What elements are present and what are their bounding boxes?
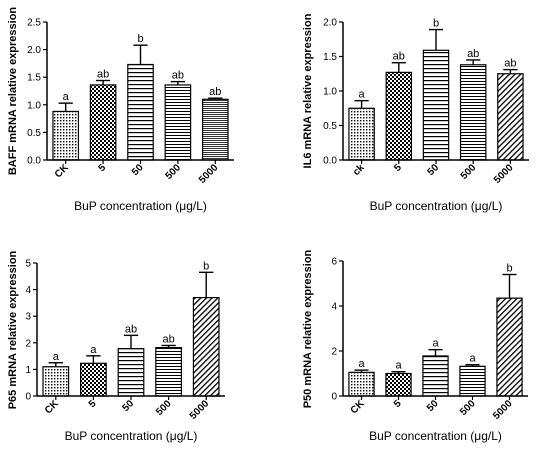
y-axis-title: P65 mRNA relative expression: [7, 250, 19, 409]
significance-label: ab: [172, 70, 184, 82]
bar-50: [117, 348, 145, 397]
significance-label: a: [359, 89, 366, 101]
x-axis-title: BuP concentration (μg/L): [370, 199, 503, 213]
bar-5: [89, 84, 117, 161]
significance-label: ab: [125, 323, 137, 335]
bar-ck: [348, 107, 375, 161]
y-tick-label: 1: [25, 365, 31, 376]
bar-5: [80, 362, 107, 397]
bar-CK: [42, 366, 70, 397]
y-tick-label: 2: [331, 347, 337, 358]
x-tick-label: 5000: [188, 398, 212, 422]
y-tick-label: 0.5: [323, 121, 337, 132]
y-tick-label: 2.0: [323, 18, 337, 29]
bar-5000: [192, 296, 220, 397]
bar-5000: [496, 297, 523, 397]
significance-label: ab: [467, 48, 479, 60]
significance-label: a: [90, 344, 97, 356]
bar-500: [459, 365, 486, 397]
significance-label: ab: [393, 51, 405, 63]
x-tick-label: 500: [154, 398, 174, 418]
y-tick-label: 3: [25, 312, 31, 323]
y-tick-label: 1.5: [27, 73, 41, 84]
y-tick-label: 2.5: [27, 18, 41, 29]
y-tick-label: 0.5: [27, 128, 41, 139]
x-tick-label: CK: [43, 398, 62, 417]
chart-panel-2: IL6 mRNA relative expression 0.0 0.5 1.0 1.5…: [302, 13, 529, 213]
x-tick-label: 500: [458, 398, 478, 418]
significance-label: ab: [97, 69, 109, 81]
significance-label: a: [432, 338, 439, 350]
bar-50: [127, 63, 154, 161]
bar-CK: [348, 371, 375, 397]
bar-500: [155, 346, 182, 397]
y-tick-label: 1.0: [27, 100, 41, 111]
bar-50: [422, 49, 450, 161]
bar-CK: [52, 110, 80, 161]
x-tick-label: 50: [130, 162, 146, 178]
y-tick-label: 1.5: [323, 52, 337, 63]
x-axis-title: BuP concentration (μg/L): [65, 429, 198, 443]
chart-panel-1: BAFF mRNA relative expression 0.0 0.5 1.0 1.…: [7, 7, 234, 213]
x-tick-label: 500: [163, 162, 183, 182]
significance-label: a: [358, 358, 365, 370]
y-tick-label: 2: [25, 338, 31, 349]
y-axis-title: P50 mRNA relative expression: [302, 249, 314, 408]
significance-label: a: [469, 353, 476, 365]
x-tick-label: CK: [53, 162, 72, 181]
y-tick-label: 5: [25, 259, 31, 270]
x-tick-label: 5000: [197, 162, 221, 186]
significance-label: a: [53, 351, 60, 363]
significance-label: ab: [162, 333, 174, 345]
y-tick-label: 4: [331, 302, 337, 313]
chart-panel-4: P50 mRNA relative expression 0246aCKa5a50…: [302, 249, 528, 443]
significance-label: b: [433, 18, 439, 30]
x-tick-label: 50: [120, 398, 136, 414]
significance-label: ab: [504, 58, 516, 70]
y-tick-label: 2.0: [27, 45, 41, 56]
x-tick-label: 50: [425, 398, 441, 414]
y-tick-label: 0.0: [27, 156, 41, 167]
x-tick-label: CK: [349, 398, 368, 417]
bar-5: [385, 372, 412, 397]
x-tick-label: ck: [351, 162, 367, 178]
bar-5: [385, 71, 413, 161]
y-axis-title: IL6 mRNA relative expression: [302, 13, 314, 168]
bar-50: [422, 355, 449, 397]
y-tick-label: 0.0: [323, 156, 337, 167]
x-tick-label: 50: [425, 162, 441, 178]
significance-label: b: [506, 263, 512, 275]
y-tick-label: 0: [25, 392, 31, 403]
significance-label: a: [63, 91, 70, 103]
bar-5000: [497, 73, 524, 161]
bar-5000: [201, 98, 229, 161]
bar-500: [459, 64, 487, 161]
significance-label: b: [203, 260, 209, 272]
y-tick-label: 6: [331, 257, 337, 268]
bar-500: [164, 84, 192, 161]
significance-label: b: [137, 33, 143, 45]
x-tick-label: 500: [459, 162, 479, 182]
significance-label: ab: [209, 86, 221, 98]
y-tick-label: 0: [331, 392, 337, 403]
y-tick-label: 4: [25, 285, 31, 296]
significance-label: a: [395, 360, 402, 372]
x-tick-label: 5000: [491, 398, 515, 422]
x-tick-label: 5000: [492, 162, 516, 186]
y-tick-label: 1.0: [323, 87, 337, 98]
x-axis-title: BuP concentration (μg/L): [74, 199, 207, 213]
y-axis-title: BAFF mRNA relative expression: [7, 7, 19, 176]
chart-panel-3: P65 mRNA relative expression 012345aCKa5a…: [7, 250, 225, 443]
x-axis-title: BuP concentration (μg/L): [369, 429, 502, 443]
